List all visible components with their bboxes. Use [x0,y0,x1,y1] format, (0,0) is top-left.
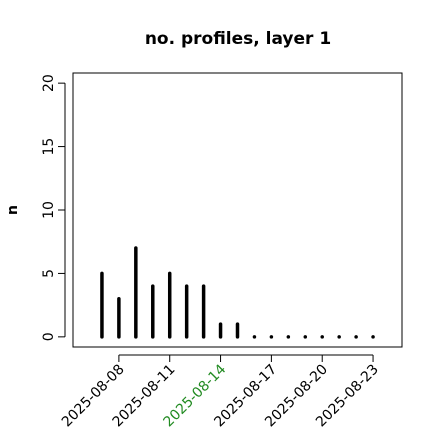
y-tick-label: 5 [41,269,57,278]
y-tick-label: 0 [41,332,57,341]
y-tick-label: 10 [41,201,57,219]
y-tick-label: 15 [41,138,57,156]
y-axis-label: n [5,205,21,215]
y-tick-label: 20 [41,74,57,92]
chart-title: no. profiles, layer 1 [145,29,331,49]
plot-frame [72,72,403,348]
